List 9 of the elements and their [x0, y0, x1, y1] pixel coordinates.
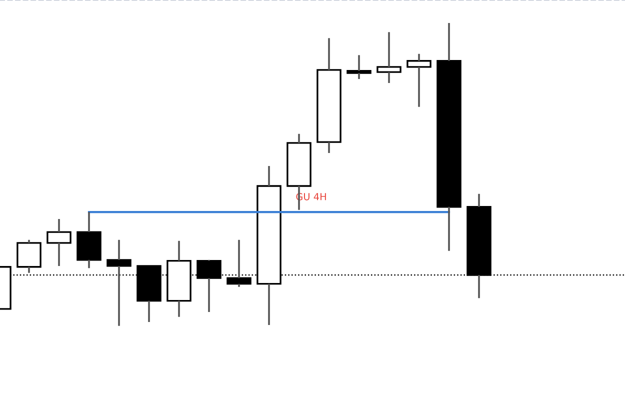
candlestick [376, 31, 402, 84]
candlestick [16, 239, 42, 274]
candlestick [406, 53, 432, 108]
candlestick [46, 218, 72, 267]
candlestick [316, 37, 342, 154]
candlestick [346, 54, 372, 80]
candlestick [286, 132, 312, 211]
candlestick [436, 22, 462, 252]
candlestick [76, 211, 102, 269]
